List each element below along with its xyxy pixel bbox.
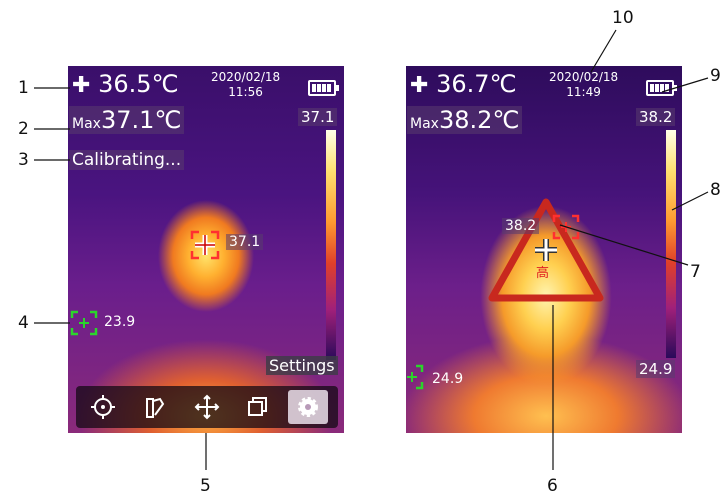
- callout-3: 3: [18, 150, 29, 170]
- thermal-screen-right: ✚ 36.7℃ 2020/02/18 11:49 Max38.2℃ 38.2 2…: [406, 66, 682, 433]
- color-scale-bar: [326, 130, 336, 360]
- battery-icon: [308, 80, 339, 96]
- warning-char: 高: [536, 266, 550, 281]
- thermal-screen-left: ✚ 36.5℃ 2020/02/18 11:56 Max37.1℃ 37.1 C…: [68, 66, 344, 433]
- settings-toolbar: [76, 386, 338, 428]
- window-icon[interactable]: [240, 390, 274, 424]
- callout-6: 6: [547, 476, 558, 496]
- status-text: Calibrating...: [69, 150, 185, 170]
- color-scale-bar: [666, 130, 676, 358]
- center-temp-readout: ✚ 36.7℃: [410, 70, 517, 98]
- callout-5: 5: [200, 476, 211, 496]
- time-text: 11:56: [228, 85, 263, 99]
- datetime: 2020/02/18 11:49: [549, 70, 618, 100]
- center-temp-readout: ✚ 36.5℃: [72, 70, 179, 98]
- min-temp-label: 23.9: [104, 314, 136, 330]
- move-icon[interactable]: [190, 390, 224, 424]
- scale-top-label: 37.1: [298, 108, 338, 126]
- min-target-marker: [407, 364, 424, 390]
- max-target-marker: [190, 230, 220, 260]
- gear-icon[interactable]: [288, 390, 328, 424]
- crosshair-icon: [535, 239, 557, 261]
- datetime: 2020/02/18 11:56: [211, 70, 280, 100]
- scale-top-label: 38.2: [636, 108, 676, 126]
- max-temp-readout: Max37.1℃: [69, 106, 185, 134]
- warning-triangle-icon: [488, 198, 604, 302]
- palette-icon[interactable]: [138, 390, 172, 424]
- callout-2: 2: [18, 119, 29, 139]
- callout-1: 1: [18, 78, 29, 98]
- max-temp-readout: Max38.2℃: [407, 106, 523, 134]
- min-temp-label: 24.9: [432, 371, 464, 387]
- date-text: 2020/02/18: [211, 70, 281, 84]
- target-temp-label: 37.1: [226, 234, 264, 250]
- time-text: 11:49: [566, 85, 601, 99]
- callout-7: 7: [690, 262, 701, 282]
- callout-4: 4: [18, 313, 29, 333]
- callout-8: 8: [710, 180, 721, 200]
- target-temp-label: 38.2: [502, 218, 540, 234]
- plus-icon: ✚: [72, 73, 91, 98]
- plus-icon: ✚: [410, 73, 429, 98]
- scale-bottom-label: 24.9: [636, 360, 676, 378]
- callout-9: 9: [710, 66, 721, 86]
- date-text: 2020/02/18: [549, 70, 619, 84]
- settings-label: Settings: [266, 356, 338, 375]
- target-icon[interactable]: [86, 390, 120, 424]
- min-target-marker: [70, 310, 98, 336]
- callout-10: 10: [612, 8, 634, 28]
